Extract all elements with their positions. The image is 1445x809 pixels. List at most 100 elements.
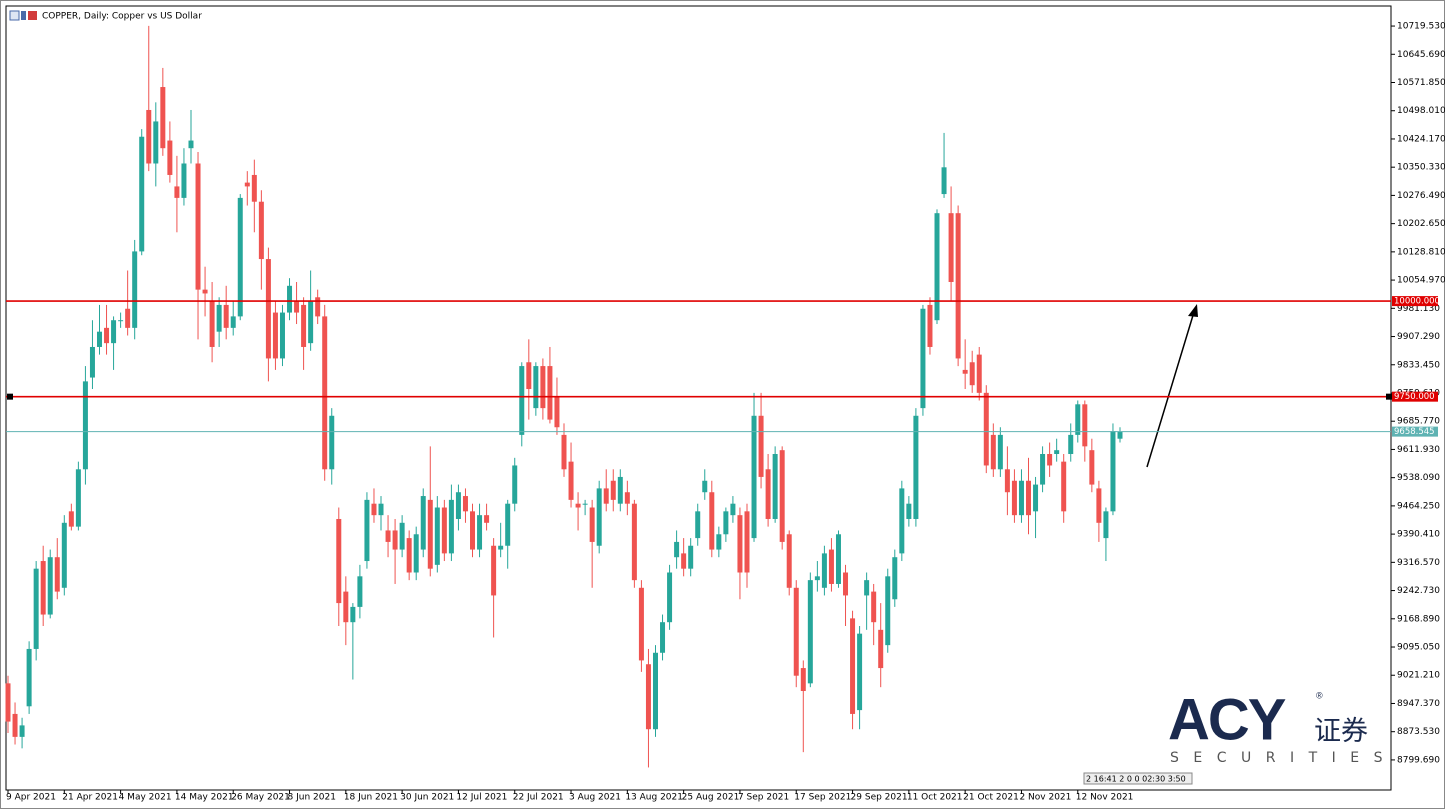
- candle-body: [892, 557, 898, 600]
- arrow-head: [1188, 304, 1198, 317]
- timer-box: [1083, 772, 1193, 785]
- candle-body: [674, 541, 680, 558]
- y-tick-label: 8799.690: [1397, 755, 1440, 765]
- candle-body: [913, 415, 919, 519]
- y-tick-label: 9464.250: [1397, 501, 1440, 511]
- candle-body: [835, 534, 841, 584]
- candle-body: [990, 434, 996, 470]
- candle-body: [146, 109, 152, 164]
- candle-body: [582, 503, 588, 505]
- x-tick-label: 30 Jun 2021: [400, 793, 454, 803]
- candle-body: [434, 507, 440, 565]
- candle-body: [631, 503, 637, 581]
- candle-body: [47, 557, 53, 615]
- candle-body: [772, 454, 778, 519]
- candle-body: [976, 354, 982, 393]
- candle-body: [751, 415, 757, 539]
- candle-body: [885, 576, 891, 646]
- candle-body: [329, 415, 335, 470]
- candle-body: [272, 312, 278, 359]
- y-tick-label: 9316.570: [1397, 558, 1440, 568]
- candle-body: [251, 174, 257, 202]
- level-label: 9658.545: [1394, 427, 1435, 437]
- y-tick-label: 10424.170: [1397, 134, 1445, 144]
- candle-body: [709, 492, 715, 550]
- candle-body: [1068, 434, 1074, 454]
- y-tick-label: 9242.730: [1397, 586, 1440, 596]
- candle-body: [1089, 450, 1095, 485]
- candle-body: [462, 496, 468, 512]
- candle-body: [568, 461, 574, 500]
- arrow: [1146, 311, 1195, 468]
- timer: 2 16:41 2 0 0 02:30 3:50: [1086, 775, 1186, 784]
- candle-body: [638, 587, 644, 661]
- candle-body: [61, 522, 67, 588]
- candle-body: [364, 499, 370, 562]
- candle-body: [667, 572, 673, 623]
- candle-body: [19, 725, 25, 737]
- x-tick-label: 12 Jul 2021: [456, 793, 507, 803]
- level-tag: [1392, 391, 1438, 402]
- candle-body: [596, 488, 602, 546]
- candle-body: [1018, 480, 1024, 516]
- x-tick-label: 26 May 2021: [231, 793, 290, 803]
- candle-body: [75, 469, 81, 527]
- candle-body: [392, 530, 398, 550]
- candle-body: [350, 606, 356, 623]
- candle-body: [498, 545, 504, 550]
- candle-body: [484, 515, 490, 523]
- candle-body: [857, 633, 863, 711]
- candle-body: [786, 534, 792, 588]
- y-tick-label: 9833.450: [1397, 360, 1440, 370]
- candle-body: [850, 618, 856, 714]
- candle-body: [209, 301, 215, 347]
- candle-body: [1061, 461, 1067, 512]
- candle-body: [1011, 480, 1017, 516]
- candle-body: [287, 285, 293, 313]
- candle-body: [223, 304, 229, 328]
- y-tick-label: 9095.050: [1397, 643, 1440, 653]
- candle-body: [118, 320, 124, 322]
- candle-body: [371, 503, 377, 516]
- candle-body: [1040, 454, 1046, 485]
- candle-body: [533, 366, 539, 409]
- candle-body: [378, 503, 384, 516]
- x-tick-label: 7 Sep 2021: [738, 793, 789, 803]
- candle-body: [920, 308, 926, 409]
- candle-body: [455, 492, 461, 519]
- candle-body: [779, 450, 785, 542]
- candle-body: [821, 553, 827, 588]
- candle-body: [603, 488, 609, 504]
- y-tick-label: 10498.010: [1397, 106, 1445, 116]
- candle-body: [1047, 454, 1053, 466]
- y-tick-label: 9685.770: [1397, 417, 1440, 427]
- y-tick-label: 10350.330: [1397, 163, 1445, 173]
- candle-body: [617, 476, 623, 504]
- tagline: SECURITIES: [1170, 750, 1397, 766]
- y-tick-label: 9021.210: [1397, 671, 1440, 681]
- x-tick-label: 13 Aug 2021: [625, 793, 683, 803]
- candle-body: [1082, 404, 1088, 447]
- candle-body: [26, 648, 32, 707]
- candle-body: [188, 140, 194, 149]
- candle-body: [216, 304, 222, 332]
- chart-title: COPPER, Daily: Copper vs US Dollar: [42, 12, 202, 22]
- candle-body: [96, 331, 102, 347]
- candle-body: [315, 297, 321, 317]
- candle-body: [40, 561, 46, 615]
- candle-body: [927, 304, 933, 347]
- candle-body: [800, 668, 806, 691]
- candle-body: [357, 576, 363, 607]
- candle-body: [878, 629, 884, 669]
- candle-body: [955, 213, 961, 359]
- candle-body: [202, 289, 208, 294]
- candle-body: [441, 507, 447, 554]
- x-tick-label: 11 Oct 2021: [907, 793, 963, 803]
- candle-body: [448, 499, 454, 554]
- candle-body: [899, 488, 905, 554]
- plot-area: [5, 25, 1123, 768]
- candle-body: [969, 362, 975, 386]
- y-tick-label: 9390.410: [1397, 530, 1440, 540]
- watermark: ACY ® 证券 SECURITIES: [1168, 687, 1397, 766]
